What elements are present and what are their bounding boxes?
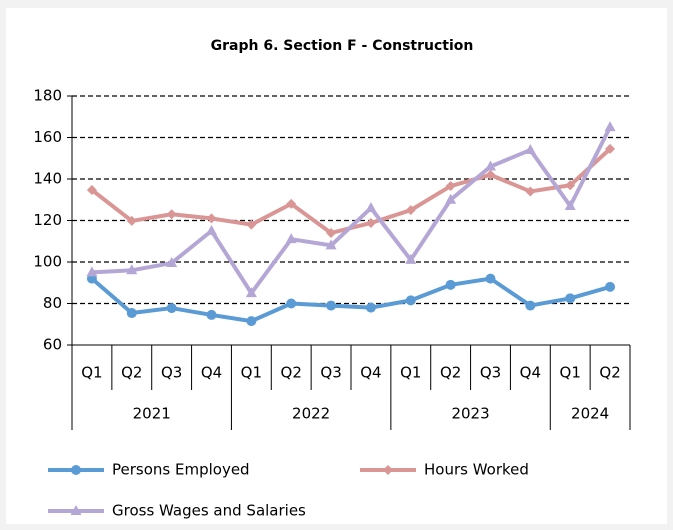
point [286, 298, 297, 309]
point [325, 239, 337, 250]
point [86, 266, 98, 277]
point [565, 180, 576, 191]
point [71, 465, 81, 475]
point [383, 465, 393, 475]
point [166, 303, 177, 314]
point [365, 202, 377, 213]
series-line [90, 276, 611, 324]
point [166, 257, 178, 268]
point [365, 217, 376, 228]
group-label: 2023 [451, 405, 489, 423]
x-tick-label: Q4 [360, 364, 381, 382]
y-tick-label: 100 [33, 253, 62, 271]
point [126, 215, 137, 226]
point [605, 281, 616, 292]
point [326, 227, 337, 238]
x-tick-label: Q3 [161, 364, 182, 382]
x-tick-label: Q4 [520, 364, 541, 382]
point [365, 302, 376, 313]
x-tick-label: Q2 [281, 364, 302, 382]
x-tick-label: Q1 [241, 364, 262, 382]
x-tick-label: Q2 [121, 364, 142, 382]
chart-area [6, 8, 667, 524]
point [405, 295, 416, 306]
point [485, 273, 496, 284]
y-tick-label: 80 [43, 294, 62, 312]
x-tick-label: Q3 [480, 364, 501, 382]
point [405, 205, 416, 216]
y-tick-label: 180 [33, 87, 62, 105]
x-tick-label: Q3 [320, 364, 341, 382]
group-label: 2021 [133, 405, 171, 423]
x-tick-label: Q4 [201, 364, 222, 382]
point [70, 505, 82, 515]
point [246, 316, 257, 327]
point [525, 300, 536, 311]
y-tick-label: 140 [33, 170, 62, 188]
point [405, 253, 417, 264]
legend-label: Hours Worked [424, 461, 529, 479]
point [206, 213, 217, 224]
series-line [91, 126, 612, 296]
point [326, 300, 337, 311]
legend-label: Gross Wages and Salaries [112, 502, 306, 520]
point [525, 186, 536, 197]
point [445, 193, 457, 204]
point [565, 293, 576, 304]
point [246, 219, 257, 230]
point [485, 169, 496, 180]
point [445, 181, 456, 192]
point [286, 198, 297, 209]
point [604, 121, 616, 132]
x-tick-label: Q1 [81, 364, 102, 382]
point [206, 224, 217, 235]
x-tick-label: Q2 [599, 364, 620, 382]
point [206, 309, 217, 320]
legend-label: Persons Employed [112, 461, 250, 479]
point [564, 199, 576, 210]
point [166, 209, 177, 220]
point [86, 184, 97, 195]
y-tick-label: 120 [33, 211, 62, 229]
point [285, 233, 297, 244]
group-label: 2022 [292, 405, 330, 423]
group-label: 2024 [571, 405, 609, 423]
point [126, 308, 137, 319]
y-tick-label: 160 [33, 128, 62, 146]
x-tick-label: Q1 [400, 364, 421, 382]
point [445, 279, 456, 290]
point [245, 287, 257, 298]
x-tick-label: Q1 [560, 364, 581, 382]
x-tick-label: Q2 [440, 364, 461, 382]
chart-title: Graph 6. Section F - Construction [211, 38, 474, 54]
point [524, 143, 536, 154]
point [605, 143, 616, 154]
y-tick-label: 60 [43, 336, 62, 354]
point [126, 264, 138, 275]
point [485, 160, 496, 171]
